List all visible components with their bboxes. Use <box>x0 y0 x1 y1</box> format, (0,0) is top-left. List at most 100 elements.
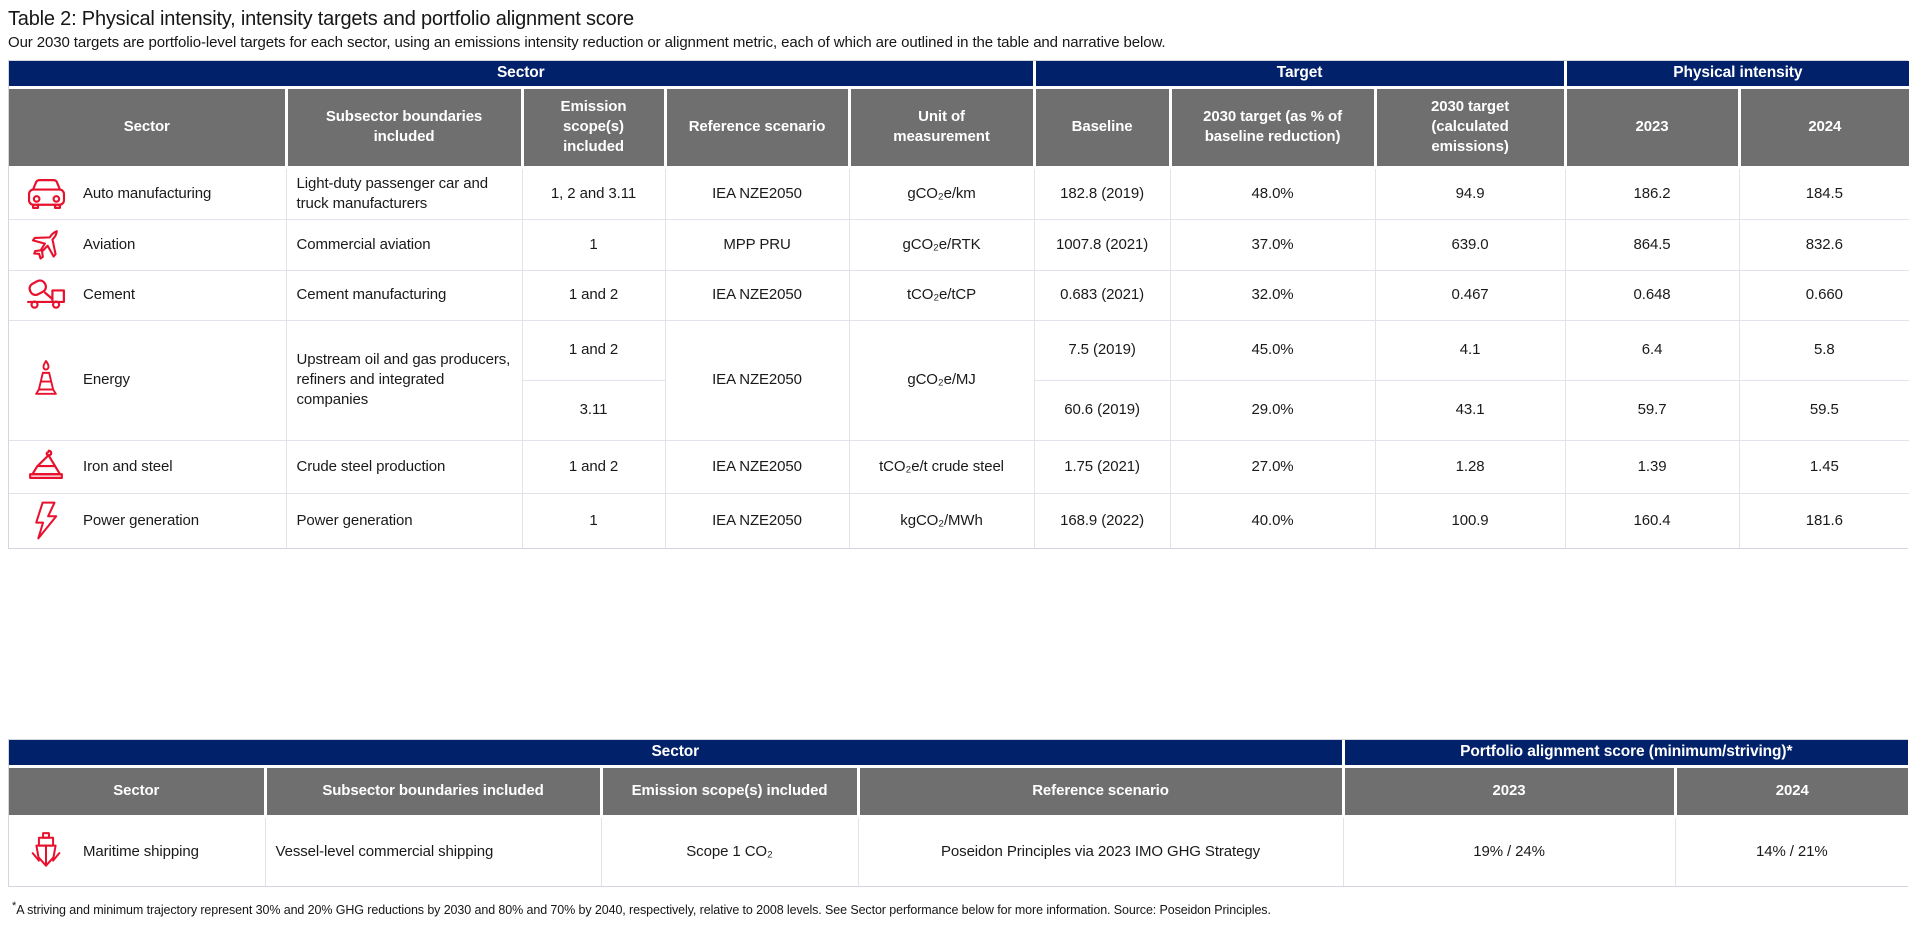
page-title: Table 2: Physical intensity, intensity t… <box>8 8 634 30</box>
cell-2024: 181.6 <box>1738 492 1910 548</box>
col-header-scopes: Emission scope(s) included <box>599 764 860 818</box>
table-row-energy-1: Energy Upstream oil and gas producers, r… <box>9 319 1910 441</box>
table-row-iron-steel: Iron and steel Crude steel production 1 … <box>9 439 1910 494</box>
col-header-baseline: Baseline <box>1032 85 1172 169</box>
group-header-row: Sector Target Physical intensity <box>9 61 1910 89</box>
cell-2023: 59.7 <box>1564 379 1740 441</box>
sector-label: Cement <box>83 286 135 304</box>
cell-unit: tCO₂e/t crude steel <box>848 439 1035 494</box>
cell-sector: Aviation <box>9 218 287 271</box>
cell-2024: 184.5 <box>1738 166 1910 220</box>
cell-reference: IEA NZE2050 <box>664 319 850 441</box>
table-row-maritime: Maritime shipping Vessel-level commercia… <box>9 815 1909 886</box>
col-header-subsector: Subsector boundaries included <box>284 85 524 169</box>
cell-target-pct: 37.0% <box>1169 218 1376 271</box>
cell-reference: IEA NZE2050 <box>664 166 850 220</box>
cell-target-calc: 0.467 <box>1374 269 1566 321</box>
group-header-physical-intensity: Physical intensity <box>1563 61 1910 89</box>
cell-reference: Poseidon Principles via 2023 IMO GHG Str… <box>857 815 1344 886</box>
lightning-bolt-icon <box>22 500 70 541</box>
cell-unit: tCO₂e/tCP <box>848 269 1035 321</box>
col-header-reference: Reference scenario <box>663 85 851 169</box>
cell-scopes: 1 and 2 <box>521 439 666 494</box>
footnote-text: A striving and minimum trajectory repres… <box>16 903 1271 918</box>
cell-subsector: Cement manufacturing <box>285 269 523 321</box>
col-header-2024: 2024 <box>1737 85 1910 169</box>
cell-target-pct: 32.0% <box>1169 269 1376 321</box>
cell-sector: Iron and steel <box>9 439 287 494</box>
footnote-marker: * <box>12 900 17 912</box>
cell-sector: Auto manufacturing <box>9 166 287 220</box>
sector-label: Power generation <box>83 511 199 529</box>
col-header-2023: 2023 <box>1341 764 1677 818</box>
col-header-target-pct: 2030 target (as % of baseline reduction) <box>1168 85 1377 169</box>
cell-reference: IEA NZE2050 <box>664 269 850 321</box>
cell-target-calc: 639.0 <box>1374 218 1566 271</box>
cell-target-calc: 43.1 <box>1374 379 1566 441</box>
sector-label: Iron and steel <box>83 457 173 475</box>
cell-subsector: Power generation <box>285 492 523 548</box>
cell-scopes: 1 <box>521 218 666 271</box>
cell-2023: 6.4 <box>1564 319 1740 381</box>
cell-subsector: Upstream oil and gas producers, refiners… <box>285 319 523 441</box>
ship-icon <box>22 830 70 873</box>
col-header-2024: 2024 <box>1673 764 1909 818</box>
cell-target-pct: 27.0% <box>1169 439 1376 494</box>
cell-subsector: Crude steel production <box>285 439 523 494</box>
cell-unit: gCO₂e/RTK <box>848 218 1035 271</box>
cell-2023: 186.2 <box>1564 166 1740 220</box>
cell-reference: MPP PRU <box>664 218 850 271</box>
cell-reference: IEA NZE2050 <box>664 492 850 548</box>
cell-2024: 14% / 21% <box>1674 815 1909 886</box>
col-header-sector: Sector <box>9 764 267 818</box>
car-icon <box>22 176 70 212</box>
col-header-scopes: Emission scope(s) included <box>520 85 667 169</box>
alignment-table-wrap: Sector Portfolio alignment score (minimu… <box>8 739 1909 887</box>
col-header-sector: Sector <box>9 85 288 169</box>
cell-baseline: 7.5 (2019) <box>1033 319 1171 381</box>
cell-target-pct: 40.0% <box>1169 492 1376 548</box>
cell-sector: Maritime shipping <box>9 815 266 886</box>
cell-baseline: 1007.8 (2021) <box>1033 218 1171 271</box>
column-header-row: Sector Subsector boundaries included Emi… <box>9 85 1910 169</box>
cell-scopes: 1, 2 and 3.11 <box>521 166 666 220</box>
cell-2024: 59.5 <box>1738 379 1910 441</box>
page-subtitle: Our 2030 targets are portfolio-level tar… <box>8 34 1166 51</box>
cell-subsector: Light-duty passenger car and truck manuf… <box>285 166 523 220</box>
cell-baseline: 0.683 (2021) <box>1033 269 1171 321</box>
sector-label: Energy <box>83 371 130 389</box>
cell-subsector: Vessel-level commercial shipping <box>264 815 602 886</box>
table-row-cement: Cement Cement manufacturing 1 and 2 IEA … <box>9 269 1910 321</box>
sector-label: Maritime shipping <box>83 842 199 860</box>
footnote: *A striving and minimum trajectory repre… <box>12 900 1908 917</box>
cell-target-pct: 48.0% <box>1169 166 1376 220</box>
group-header-row: Sector Portfolio alignment score (minimu… <box>9 740 1909 768</box>
cell-2023: 19% / 24% <box>1342 815 1676 886</box>
cell-unit: kgCO₂/MWh <box>848 492 1035 548</box>
cell-subsector: Commercial aviation <box>285 218 523 271</box>
cell-unit: gCO₂e/MJ <box>848 319 1035 441</box>
alignment-table: Sector Portfolio alignment score (minimu… <box>9 740 1909 886</box>
cell-baseline: 182.8 (2019) <box>1033 166 1171 220</box>
cell-2024: 832.6 <box>1738 218 1910 271</box>
cell-2023: 1.39 <box>1564 439 1740 494</box>
intensity-table: Sector Target Physical intensity Sector … <box>9 61 1910 548</box>
cell-scopes: 1 and 2 <box>521 269 666 321</box>
cell-scopes: 1 <box>521 492 666 548</box>
cell-target-calc: 1.28 <box>1374 439 1566 494</box>
cell-scopes: Scope 1 CO₂ <box>600 815 859 886</box>
cell-target-calc: 4.1 <box>1374 319 1566 381</box>
cell-scopes: 1 and 2 <box>521 319 666 381</box>
cell-reference: IEA NZE2050 <box>664 439 850 494</box>
cell-target-pct: 29.0% <box>1169 379 1376 441</box>
oil-derrick-icon <box>22 359 70 401</box>
sector-label: Aviation <box>83 235 136 253</box>
cell-2024: 0.660 <box>1738 269 1910 321</box>
table-row-power: Power generation Power generation 1 IEA … <box>9 492 1910 548</box>
cell-sector: Energy <box>9 319 287 441</box>
group-header-sector: Sector <box>9 61 1036 89</box>
column-header-row: Sector Subsector boundaries included Emi… <box>9 764 1909 818</box>
col-header-reference: Reference scenario <box>856 764 1345 818</box>
cell-baseline: 168.9 (2022) <box>1033 492 1171 548</box>
